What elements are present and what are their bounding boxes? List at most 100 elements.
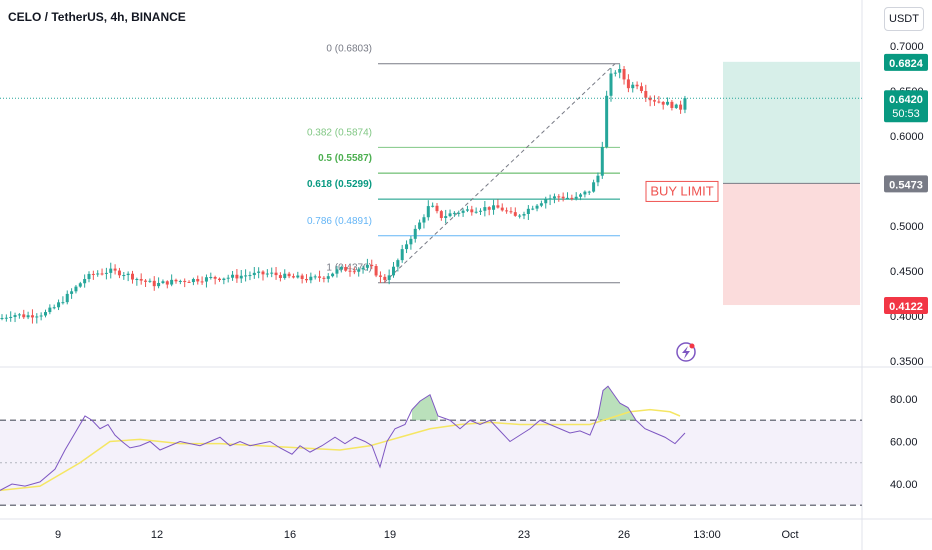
candle bbox=[474, 207, 478, 214]
candle bbox=[583, 190, 587, 198]
candle bbox=[561, 192, 565, 202]
candle-body bbox=[439, 211, 443, 218]
candle-body bbox=[74, 286, 78, 292]
price-tick-label: 0.6500 bbox=[890, 86, 924, 98]
candle bbox=[492, 199, 496, 215]
candle bbox=[579, 192, 583, 201]
candle bbox=[344, 264, 348, 272]
candle-body bbox=[522, 213, 526, 216]
candle-body bbox=[113, 268, 117, 271]
candle-body bbox=[618, 69, 622, 73]
buy-limit-annotation: BUY LIMIT bbox=[645, 180, 719, 202]
candle-body bbox=[413, 228, 417, 239]
price-tick-label: 0.6000 bbox=[890, 131, 924, 143]
candle bbox=[365, 258, 369, 271]
candle-body bbox=[26, 315, 30, 318]
candle bbox=[378, 271, 382, 283]
candle-body bbox=[313, 276, 317, 278]
price-label-bg bbox=[884, 175, 928, 193]
candle-body bbox=[574, 196, 578, 199]
currency-button[interactable]: USDT bbox=[884, 7, 924, 31]
rsi-band-fill bbox=[0, 420, 862, 506]
candle bbox=[96, 270, 100, 277]
price-label-value: 0.4122 bbox=[889, 301, 923, 313]
candle-body bbox=[535, 205, 539, 209]
candle-body bbox=[352, 271, 356, 273]
candle bbox=[400, 244, 404, 263]
candle bbox=[505, 207, 509, 214]
candle-body bbox=[135, 278, 139, 280]
candle bbox=[422, 214, 426, 229]
candle bbox=[435, 203, 439, 214]
candle bbox=[457, 210, 461, 217]
candle bbox=[600, 141, 604, 179]
buy-limit-box bbox=[645, 180, 719, 202]
candle bbox=[487, 206, 491, 216]
candle bbox=[587, 190, 591, 196]
candle-body bbox=[479, 210, 482, 212]
candle bbox=[439, 209, 443, 221]
countdown-label: 50:53 bbox=[892, 108, 920, 120]
candle-body bbox=[679, 104, 683, 110]
candles bbox=[0, 64, 687, 324]
candle bbox=[539, 200, 543, 208]
fib-level-label: 0.618 (0.5299) bbox=[307, 179, 372, 190]
candle-body bbox=[492, 205, 496, 210]
candle bbox=[57, 299, 61, 311]
candle-body bbox=[631, 84, 635, 89]
candle bbox=[557, 194, 561, 202]
candle-body bbox=[644, 90, 648, 98]
fib-level-label: 1 (0.4370) bbox=[326, 263, 372, 274]
candle bbox=[535, 203, 539, 212]
candle-body bbox=[513, 212, 517, 216]
candle bbox=[661, 101, 665, 110]
candle-body bbox=[318, 276, 322, 278]
candle-body bbox=[144, 280, 148, 282]
candle-body bbox=[157, 282, 161, 287]
rsi-overbought-fill bbox=[598, 386, 636, 421]
price-label-last: 0.6420 50:53 bbox=[884, 90, 928, 123]
rsi-pane bbox=[0, 385, 862, 506]
candle bbox=[165, 280, 169, 289]
fib-level-label: 0 (0.6803) bbox=[326, 44, 372, 55]
candle bbox=[22, 309, 26, 320]
candle bbox=[174, 278, 178, 284]
candle-body bbox=[444, 216, 448, 218]
candle bbox=[244, 269, 248, 282]
price-label-bg bbox=[884, 53, 928, 71]
candle-body bbox=[218, 278, 221, 281]
candle-body bbox=[348, 270, 352, 272]
candle-body bbox=[500, 207, 504, 211]
candle bbox=[674, 103, 678, 109]
candle bbox=[278, 272, 282, 282]
candle-body bbox=[222, 278, 226, 281]
candle bbox=[483, 201, 487, 217]
candle bbox=[448, 209, 452, 218]
candle bbox=[139, 273, 143, 285]
candle-body bbox=[378, 275, 382, 277]
candle bbox=[144, 279, 148, 288]
price-label-value: 0.6420 bbox=[889, 94, 923, 106]
candle-body bbox=[296, 275, 300, 278]
candle-body bbox=[626, 79, 630, 89]
candle-body bbox=[126, 273, 130, 276]
candle-body bbox=[526, 208, 530, 214]
candle-body bbox=[518, 215, 522, 217]
candle-body bbox=[566, 197, 569, 199]
candle bbox=[479, 208, 482, 215]
price-tick-label: 0.5500 bbox=[890, 176, 924, 188]
price-label-entry: 0.5473 bbox=[884, 175, 928, 193]
candle-body bbox=[383, 276, 387, 280]
candle-body bbox=[122, 275, 126, 277]
candle-body bbox=[261, 271, 265, 275]
candle bbox=[148, 278, 152, 283]
candle-body bbox=[204, 277, 208, 282]
candle-body bbox=[291, 276, 295, 278]
candle bbox=[35, 313, 39, 324]
candle bbox=[413, 225, 417, 243]
candle bbox=[631, 81, 635, 93]
candle bbox=[526, 205, 530, 220]
candle-body bbox=[148, 280, 152, 282]
